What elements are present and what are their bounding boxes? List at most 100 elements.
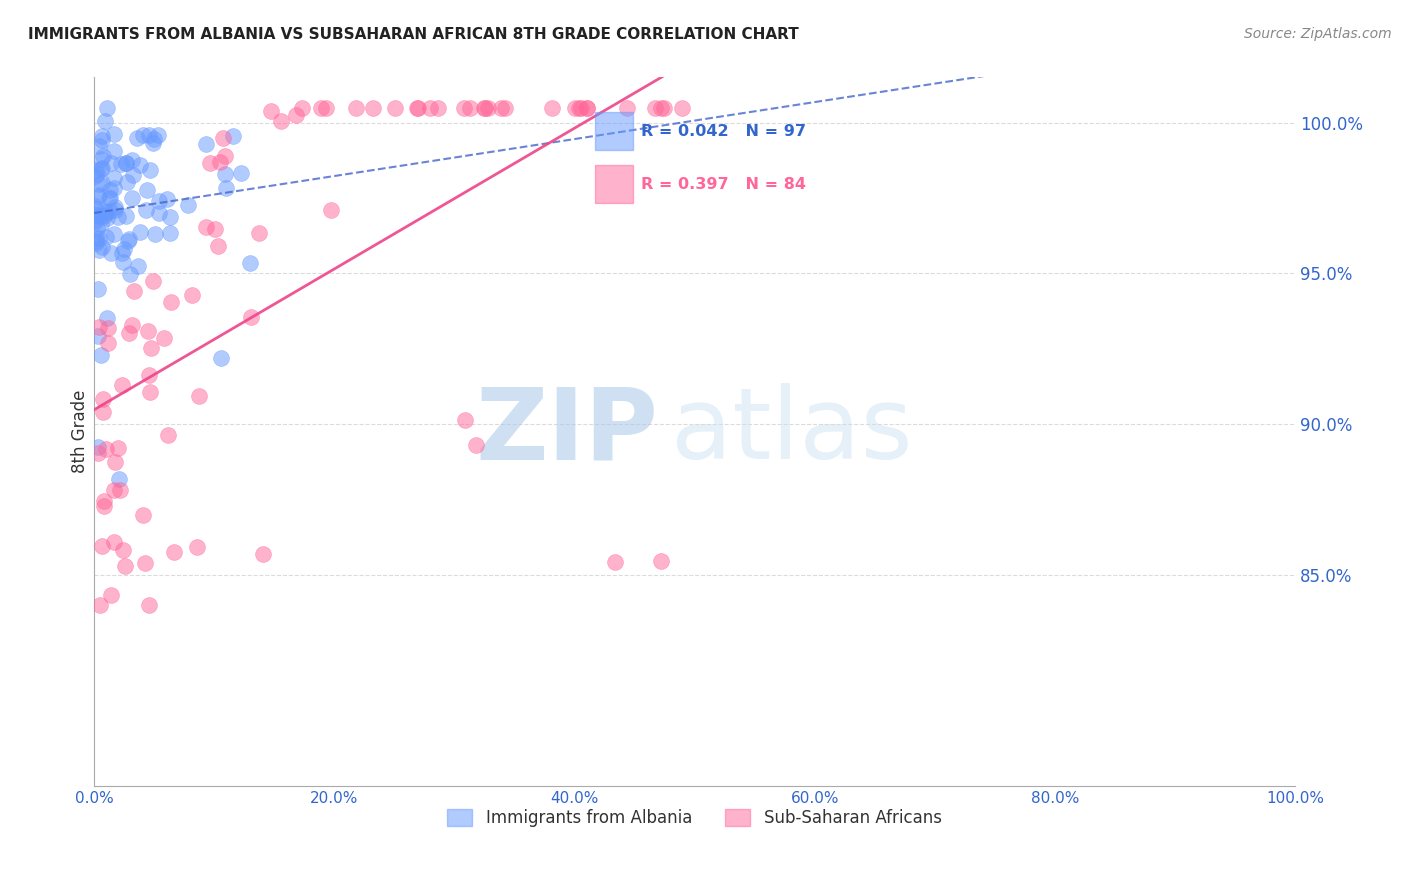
Point <box>472 101 495 115</box>
Point <box>103 483 125 497</box>
Point <box>117 234 139 248</box>
Point <box>138 368 160 383</box>
Point <box>208 155 231 169</box>
Point <box>93 204 115 219</box>
Point <box>87 177 110 191</box>
Point <box>118 326 141 340</box>
Point <box>97 191 120 205</box>
Text: atlas: atlas <box>671 383 912 480</box>
Point <box>163 545 186 559</box>
Point <box>87 187 110 202</box>
Point <box>198 155 221 169</box>
Point <box>489 101 512 115</box>
Point <box>87 231 110 245</box>
Point <box>87 190 110 204</box>
Point <box>84 163 107 178</box>
Legend: Immigrants from Albania, Sub-Saharan Africans: Immigrants from Albania, Sub-Saharan Afr… <box>440 803 949 834</box>
Point <box>110 483 132 497</box>
Point <box>96 205 118 219</box>
Point <box>115 156 138 170</box>
Point <box>671 101 693 115</box>
Point <box>90 152 112 166</box>
Point <box>103 535 125 549</box>
Point <box>177 198 200 212</box>
Point <box>97 336 120 351</box>
Point <box>136 183 159 197</box>
Point <box>84 215 107 229</box>
Point <box>148 205 170 219</box>
Point <box>214 167 236 181</box>
Point <box>86 235 108 250</box>
Point <box>110 157 132 171</box>
Point <box>87 209 110 223</box>
Point <box>143 227 166 242</box>
Point <box>86 167 108 181</box>
Point <box>569 101 592 115</box>
Point <box>285 108 308 122</box>
Point <box>159 211 181 225</box>
Point <box>93 494 115 508</box>
Point <box>87 440 110 454</box>
Point <box>104 200 127 214</box>
Point <box>212 131 235 145</box>
Point <box>207 239 229 253</box>
Point <box>89 138 111 153</box>
Point <box>100 246 122 260</box>
Point <box>87 329 110 343</box>
Point <box>100 156 122 170</box>
Point <box>90 161 112 175</box>
Point <box>229 166 252 180</box>
Text: Source: ZipAtlas.com: Source: ZipAtlas.com <box>1244 27 1392 41</box>
Point <box>87 445 110 459</box>
Point <box>156 192 179 206</box>
Point <box>142 136 165 150</box>
Point <box>458 101 481 115</box>
Point <box>159 226 181 240</box>
Point <box>91 176 114 190</box>
Point <box>103 181 125 195</box>
Point <box>195 137 218 152</box>
Point <box>427 101 450 115</box>
Y-axis label: 8th Grade: 8th Grade <box>72 390 89 474</box>
Point <box>127 259 149 273</box>
Point <box>98 191 121 205</box>
Point <box>96 442 118 456</box>
Point <box>204 221 226 235</box>
Point <box>315 101 337 115</box>
Point <box>87 319 110 334</box>
Point <box>103 144 125 158</box>
Point <box>118 232 141 246</box>
Point <box>564 101 586 115</box>
Point <box>108 471 131 485</box>
Point <box>575 101 598 115</box>
Point <box>650 101 672 115</box>
Point <box>650 554 672 568</box>
Point <box>128 158 150 172</box>
Point <box>112 242 135 256</box>
Point <box>406 101 429 115</box>
Point <box>135 202 157 217</box>
Point <box>454 412 477 426</box>
Point <box>104 455 127 469</box>
Point <box>89 598 111 612</box>
Text: ZIP: ZIP <box>475 383 658 480</box>
Point <box>494 101 516 115</box>
Point <box>132 128 155 143</box>
Point <box>344 101 367 115</box>
Point <box>100 588 122 602</box>
Point <box>103 170 125 185</box>
Point <box>406 101 429 115</box>
Point <box>94 113 117 128</box>
Point <box>453 101 475 115</box>
Point <box>270 113 292 128</box>
Point <box>603 555 626 569</box>
Point <box>91 128 114 143</box>
Point <box>83 169 105 184</box>
Point <box>83 201 105 215</box>
Point <box>211 351 233 365</box>
Point <box>160 295 183 310</box>
Point <box>252 547 274 561</box>
Point <box>186 540 208 554</box>
Point <box>111 543 134 558</box>
Point <box>103 128 125 142</box>
